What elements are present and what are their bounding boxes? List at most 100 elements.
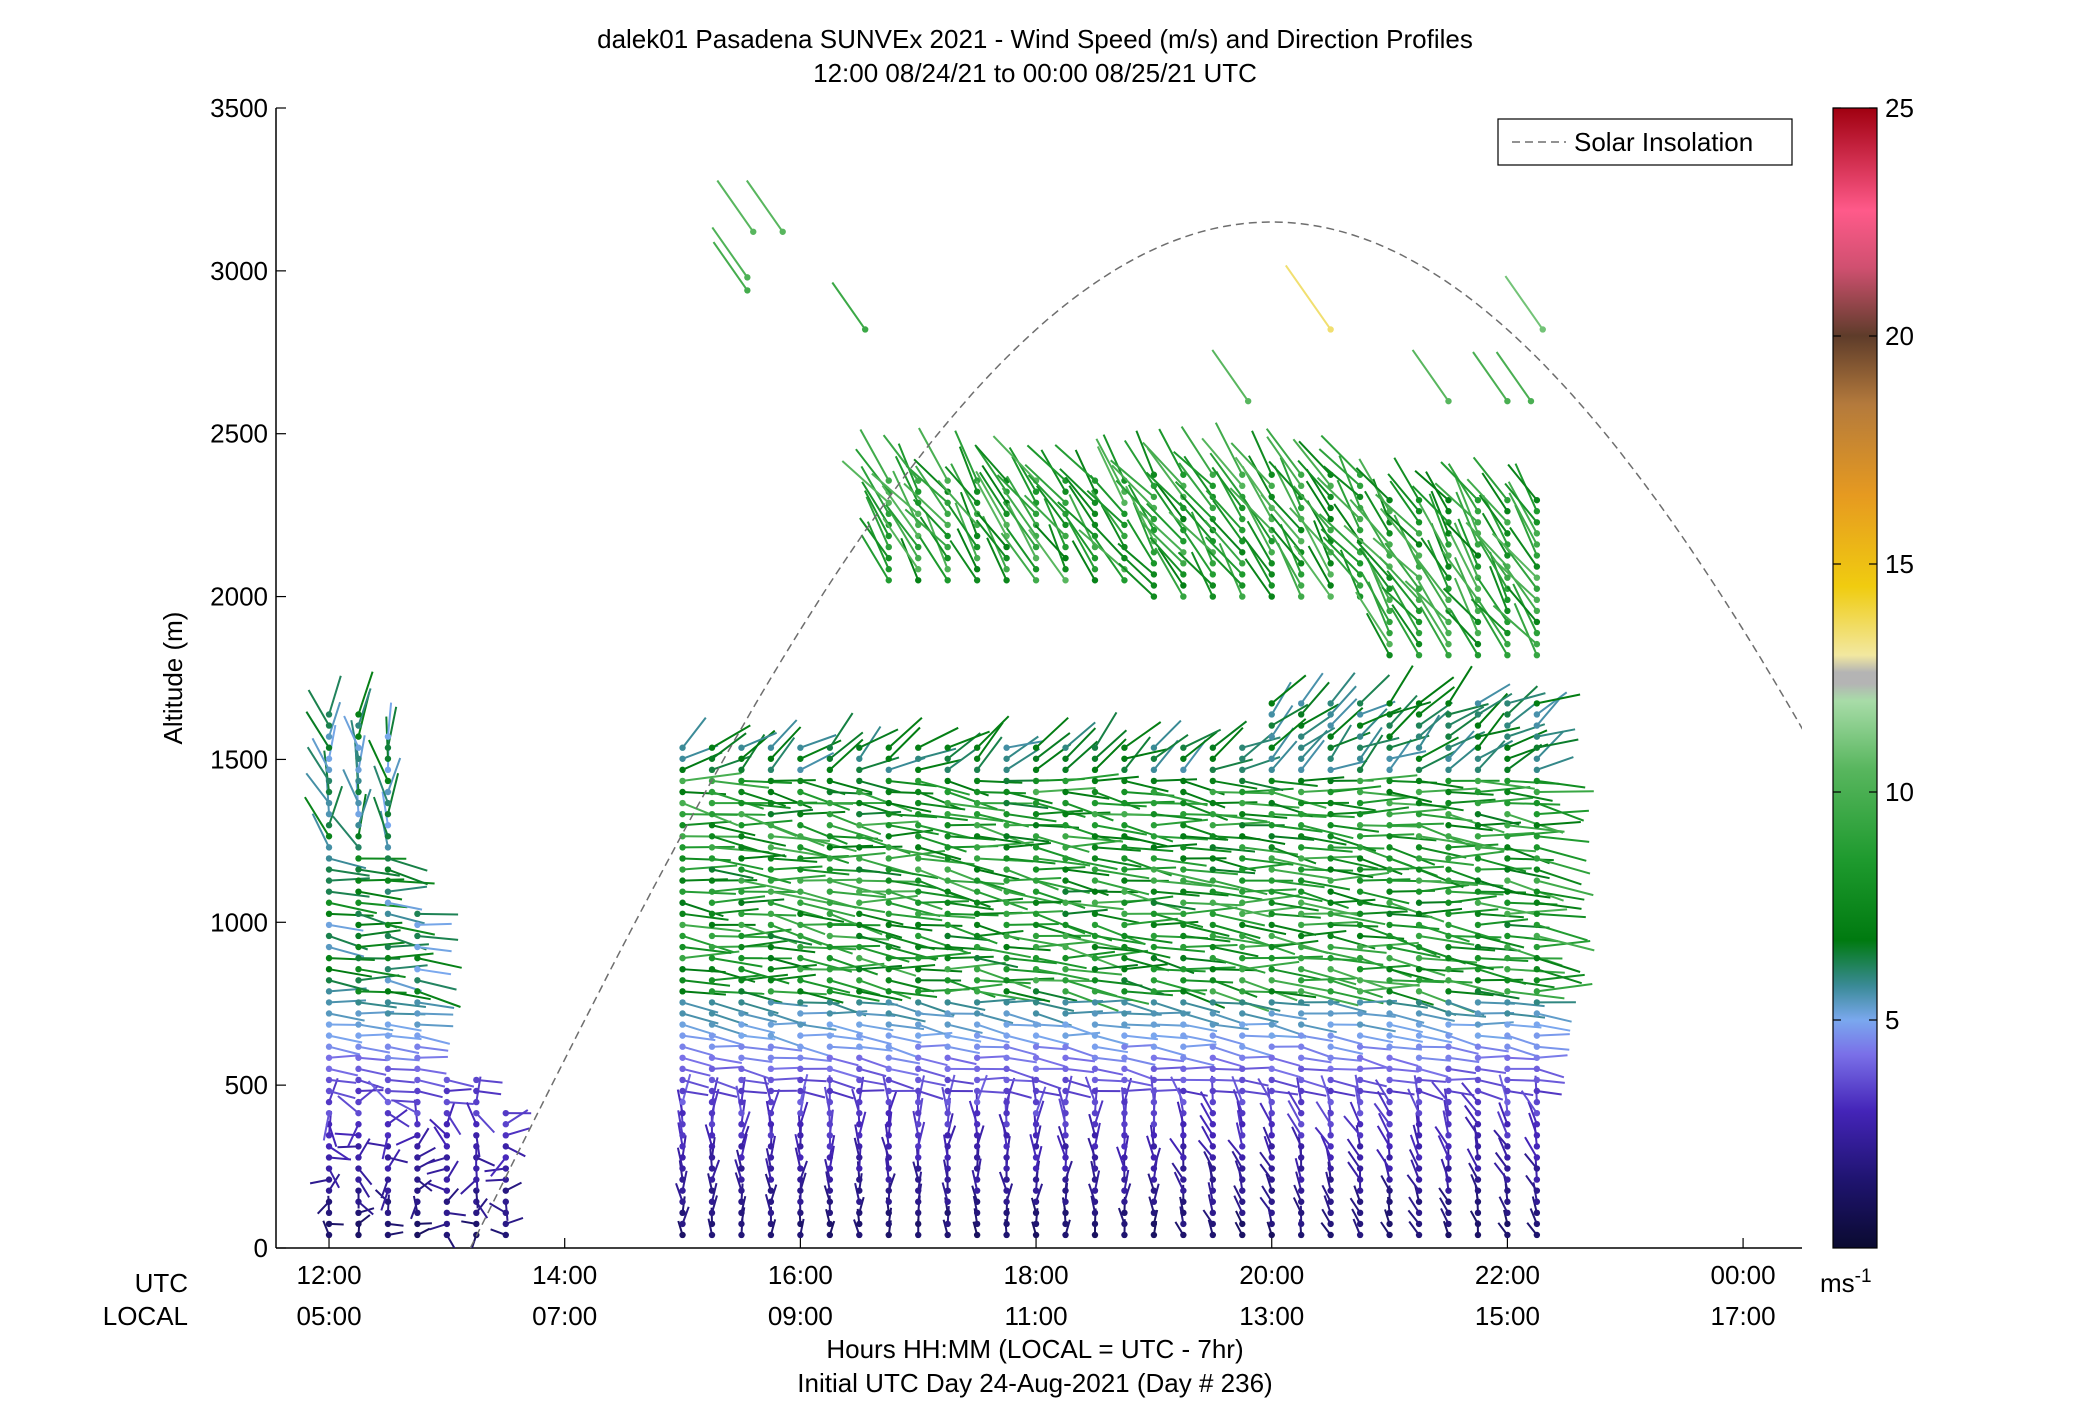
wind-barb-1858 [1536,756,1574,771]
wind-barb-dot-1147 [1209,1132,1217,1139]
wind-barb-670 [947,890,991,908]
wind-barb-1176 [1212,813,1268,823]
wind-barb-dot-30 [325,899,333,906]
wind-barb-dot-740 [973,566,981,573]
wind-barb-dot-1405 [1327,888,1334,895]
wind-barb-dot-1120 [1180,799,1187,807]
wind-barb-dot-1618 [1415,552,1423,559]
wind-barb-849 [1000,532,1037,581]
wind-barb-dot-557 [885,921,892,929]
wind-barb-dot-1525 [1386,910,1393,918]
wind-barb-dot-412 [797,1032,804,1039]
wind-barb-dot-939 [1091,954,1099,962]
wind-barb-dot-762 [1003,1087,1010,1095]
wind-barb-dot-987 [1121,1032,1128,1039]
wind-barb-dot-1596 [1415,833,1423,840]
wind-barb-1474 [1359,796,1411,805]
wind-barb-dot-960 [1091,566,1099,573]
wind-barb-65 [358,1045,391,1054]
wind-barb-526 [858,756,900,771]
wind-barb-684 [918,536,949,581]
wind-barbs [304,179,1595,1248]
wind-barb-dot-467 [826,921,834,929]
wind-barb-dot-1764 [1504,1098,1511,1106]
wind-barb-dot-607 [915,977,922,984]
wind-barb-736 [976,736,1003,771]
wind-barb-dot-1119 [1180,810,1187,818]
wind-barb-137 [367,739,389,782]
wind-barb-dot-1295 [1268,755,1275,762]
wind-barb-dot-1116 [1180,844,1187,851]
wind-barb-dot-1518 [1386,988,1393,995]
wind-barb-dot-1350 [1297,822,1305,829]
wind-barb-423 [800,912,845,923]
wind-barb-dot-9 [325,1132,333,1139]
wind-barb-71 [358,974,400,982]
wind-barb-517 [859,868,902,877]
wind-barb-1473 [1359,806,1410,816]
wind-barb-dot-1122 [1180,777,1187,785]
wind-barb-dot-22 [325,988,333,995]
wind-barb-1749 [1434,482,1479,524]
wind-barb-dot-1104 [1180,977,1187,984]
wind-barb-dot-1780 [1504,921,1511,929]
wind-barb-658 [947,1023,983,1034]
wind-barb-dot-0 [325,1231,333,1239]
wind-barb-1830 [1536,1078,1565,1084]
wind-barb-1885 [1284,264,1332,331]
wind-barb-dot-410 [797,1054,804,1061]
wind-barb-dot-1412 [1327,810,1334,818]
wind-barb-dot-439 [826,1231,834,1239]
wind-barb-1579 [1418,1023,1453,1036]
wind-barb-dot-1547 [1386,629,1393,637]
wind-barb-dot-244 [679,899,686,906]
wind-barb-dot-243 [679,910,686,918]
wind-barb-dot-1394 [1327,1010,1334,1017]
wind-barb-dot-711 [973,1043,981,1050]
wind-barb-dot-595 [915,1109,922,1117]
wind-barb-dot-584 [915,1231,922,1239]
wind-barb-dot-931 [1091,1043,1099,1050]
wind-barb-dot-305 [738,1220,745,1228]
wind-barb-dot-720 [973,943,981,951]
wind-barb-dot-1751 [1474,496,1482,504]
wind-barb-264 [711,1159,721,1180]
wind-barb-dot-254 [679,788,686,796]
wind-barb-1504 [1376,1125,1391,1147]
wind-barb-dot-1517 [1386,999,1393,1006]
wind-barb-581 [841,460,890,504]
wind-barb-680 [947,779,989,797]
wind-barb-dot-160 [414,1032,421,1039]
wind-barb-679 [947,791,998,811]
wind-barb-dot-130 [384,855,392,862]
wind-barb-dot-710 [973,1054,981,1061]
wind-barb-dot-287 [708,921,716,929]
wind-barb-dot-954 [1091,788,1099,796]
wind-barb-dot-618 [915,855,922,862]
wind-barb-1361 [1300,672,1324,704]
wind-barb-dot-1671 [1445,711,1452,718]
wind-barb-557 [888,923,933,932]
wind-barb-313 [740,1111,751,1136]
wind-barb-dot-848 [1032,744,1040,751]
wind-barb-615 [918,890,968,900]
wind-barb-1865 [1513,602,1538,656]
wind-barb-dot-821 [1032,1043,1040,1050]
wind-barb-dot-1026 [1150,1209,1158,1217]
wind-barb-dot-151 [414,1132,421,1139]
wind-barb-764 [1006,1067,1034,1080]
wind-barb-dot-256 [679,766,686,774]
wind-barb-dot-675 [944,833,951,840]
wind-barb-241 [682,935,734,954]
wind-barb-1584 [1418,968,1464,973]
wind-barb-953 [1094,802,1147,808]
wind-barb-dot-336 [738,877,745,884]
wind-barb-dot-496 [856,1098,863,1106]
wind-barb-948 [1094,857,1142,868]
wind-barb-1224 [1242,905,1302,915]
wind-barb-dot-1743 [1474,585,1482,592]
wind-barb-1555 [1349,498,1391,546]
wind-barb-dot-1137 [1180,471,1187,478]
wind-barb-dot-880 [1062,999,1069,1006]
wind-barb-dot-154 [414,1098,421,1106]
